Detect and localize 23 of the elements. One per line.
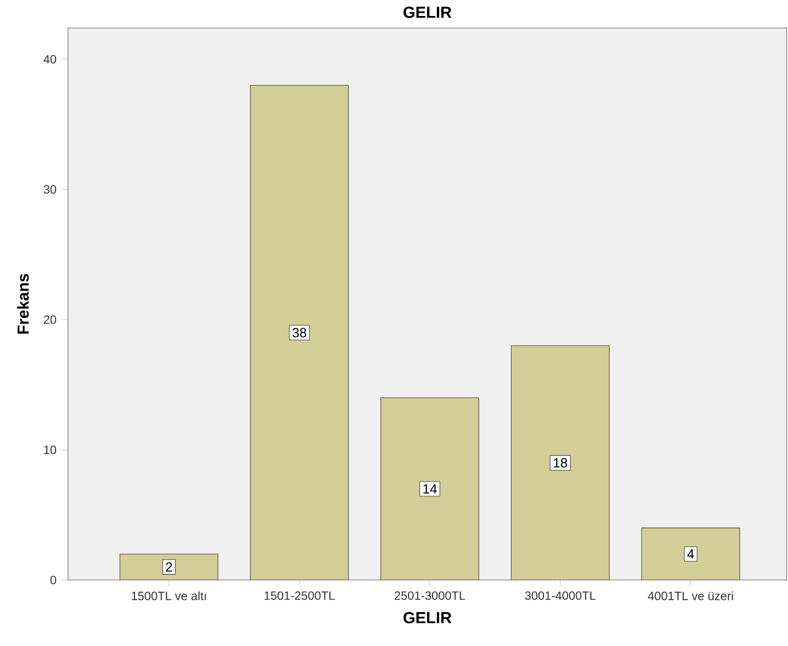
bar [120,554,218,580]
x-tick-label: 1501-2500TL [264,591,335,600]
x-tick-label: 1500TL ve altı [132,591,206,600]
x-tick-label: 4001TL ve üzeri [648,591,733,600]
x-tick-label: 3001-4000TL [525,591,596,600]
y-tick-label: 0 [50,576,56,584]
y-tick-label: 10 [44,446,56,454]
data-label: 38 [292,328,306,338]
y-tick-label: 20 [44,315,56,324]
x-axis-title: GELIR [404,612,452,624]
data-label: 18 [554,458,568,468]
bar [641,528,740,580]
data-label: 4 [687,549,694,559]
y-axis-title: Frekans [17,274,29,334]
bar [510,345,610,580]
y-tick-label: 40 [44,54,56,64]
x-tick-label: 2501-3000TL [394,591,466,600]
bar [380,397,480,580]
data-label: 14 [423,484,437,494]
bar [250,85,349,580]
y-tick-label: 30 [44,185,56,194]
data-label: 2 [166,562,172,572]
chart-title: GELIR [404,6,452,18]
